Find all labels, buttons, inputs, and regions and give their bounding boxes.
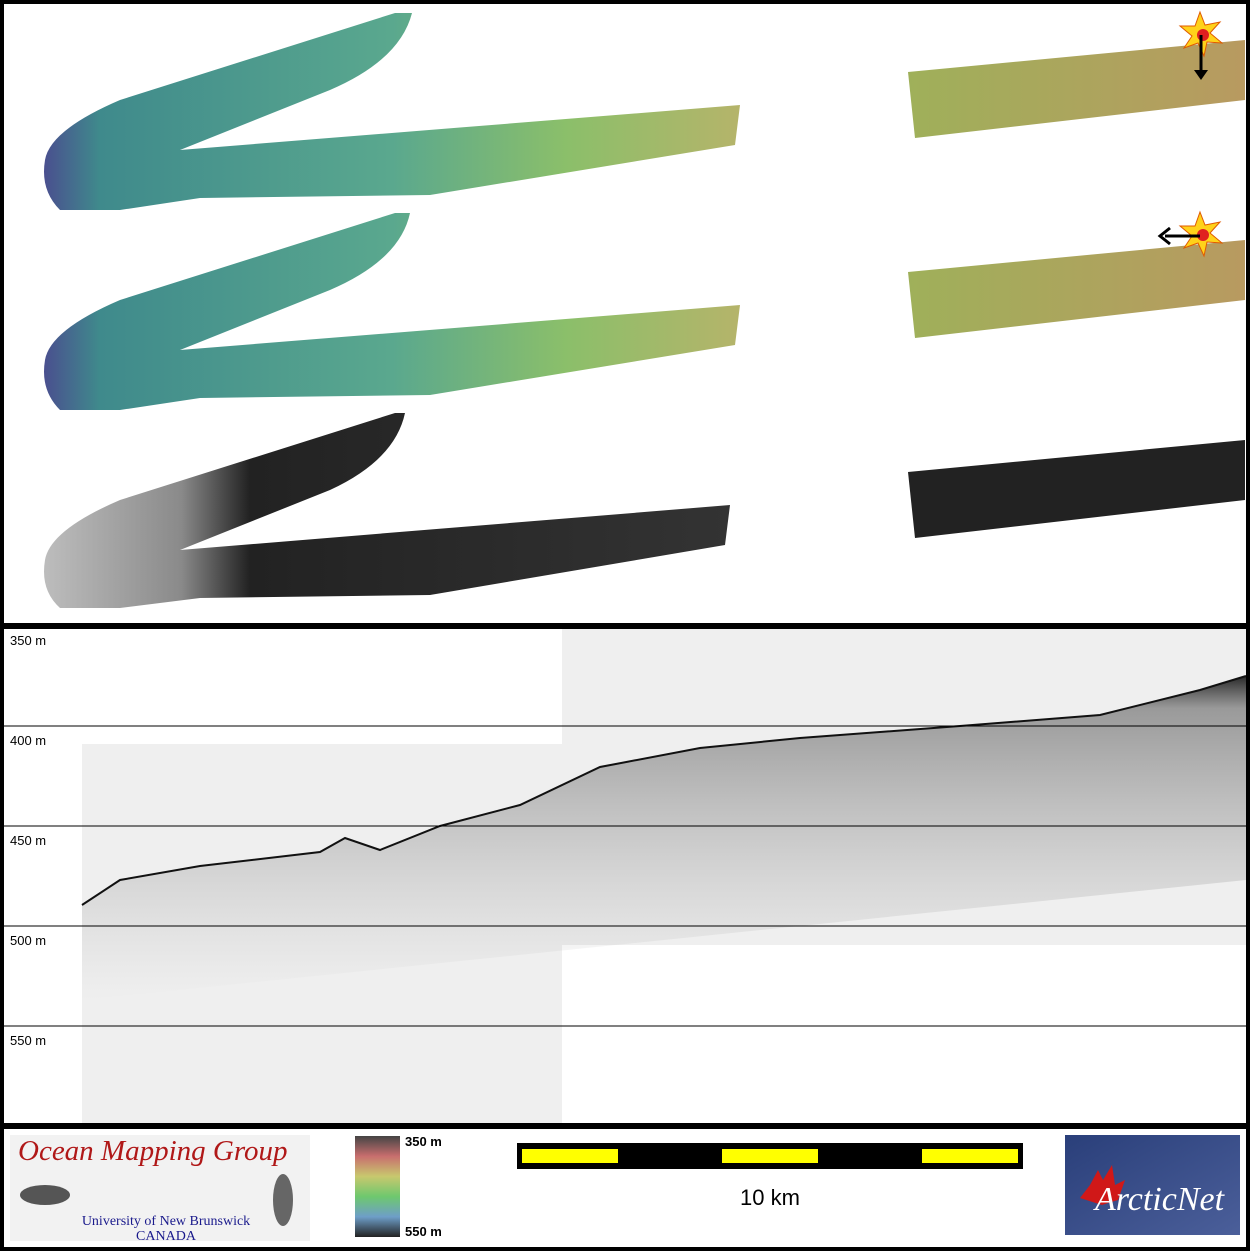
depth-label: 350 m: [10, 633, 46, 648]
scale-bar: [517, 1143, 1023, 1169]
maple-leaf: [1080, 1165, 1125, 1205]
depth-label: 550 m: [10, 1033, 46, 1048]
logo-graphic: [20, 1185, 70, 1205]
scale-label: 10 km: [740, 1185, 800, 1210]
colorbar-bottom: 550 m: [405, 1224, 442, 1239]
logo-graphic: [273, 1174, 293, 1226]
sidescan-swath: [44, 413, 730, 608]
logo-country: CANADA: [136, 1229, 197, 1244]
seabed-echo: [82, 676, 1246, 1000]
depth-label: 450 m: [10, 833, 46, 848]
bathymetry-swath: [908, 240, 1245, 338]
depth-scale: 350 m 400 m 450 m 500 m 550 m: [4, 633, 1246, 1048]
partner-logo: ArcticNet: [1093, 1181, 1226, 1218]
colorbar-top: 350 m: [405, 1134, 442, 1149]
bathymetry-swath: [908, 40, 1245, 138]
swaths: [44, 13, 1245, 608]
logo-title: Ocean Mapping Group: [18, 1135, 288, 1167]
sidescan-swath: [908, 440, 1245, 538]
colorbar: [355, 1136, 400, 1237]
seabed-line: [81, 675, 1247, 906]
bathymetry-swath: [44, 213, 740, 410]
event-markers: [1157, 10, 1224, 258]
depth-label: 500 m: [10, 933, 46, 948]
bathymetry-swath: [44, 13, 740, 210]
logo-university: University of New Brunswick: [82, 1214, 250, 1229]
depth-label: 400 m: [10, 733, 46, 748]
